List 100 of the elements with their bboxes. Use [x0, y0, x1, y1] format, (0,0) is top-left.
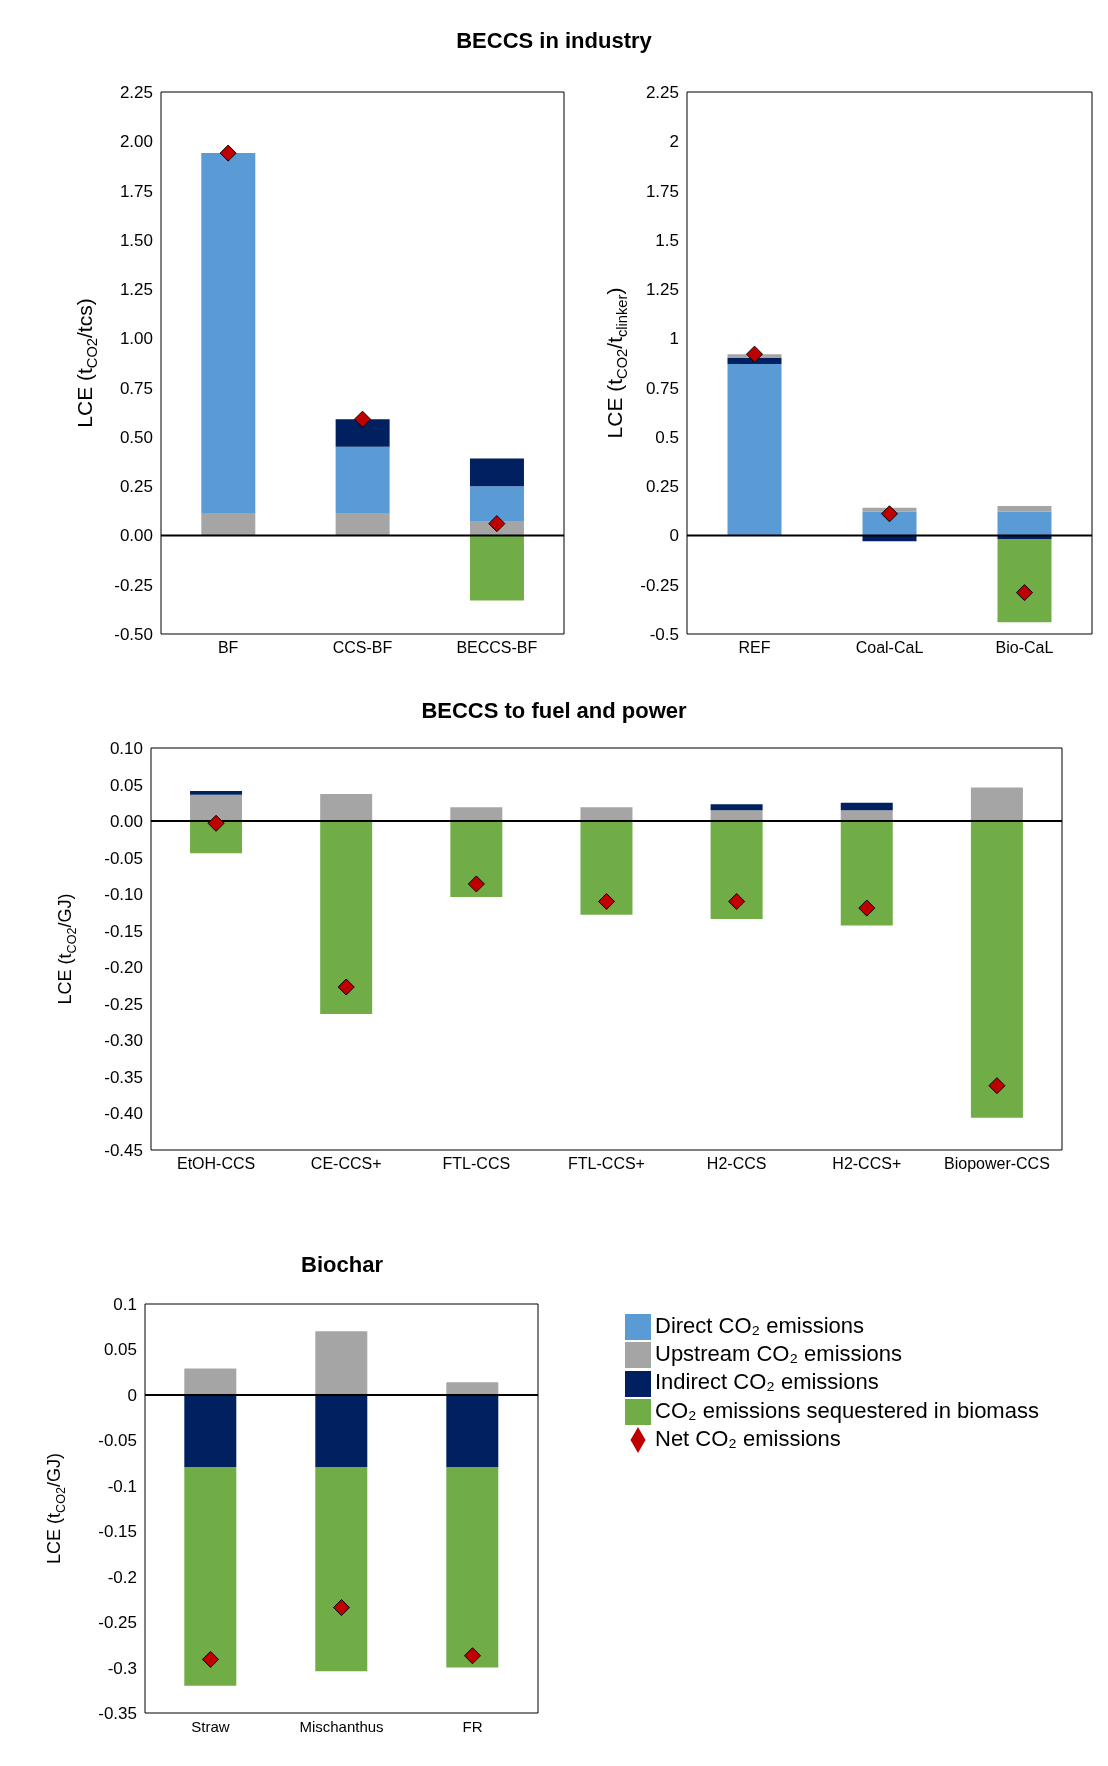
y-tick-label: -0.10 — [104, 885, 143, 905]
y-tick-label: -0.2 — [107, 1567, 137, 1587]
y-tick-label: -0.5 — [649, 625, 679, 645]
bar — [184, 1394, 237, 1468]
bar — [997, 539, 1052, 623]
y-tick-label: 0.25 — [645, 477, 679, 497]
bar — [201, 513, 256, 536]
x-tick-label: CCS-BF — [332, 639, 393, 657]
bar — [580, 807, 633, 822]
bar — [446, 1467, 499, 1668]
bar — [710, 810, 763, 822]
y-tick-label: -0.40 — [104, 1104, 143, 1124]
bar — [315, 1331, 368, 1395]
y-tick-label: 1.25 — [645, 280, 679, 300]
y-tick-label: 0.75 — [119, 378, 153, 398]
y-tick-label: -0.1 — [107, 1476, 137, 1496]
y-tick-label: -0.05 — [104, 848, 143, 868]
chart-title: BECCS to fuel and power — [420, 698, 688, 724]
legend-label: Direct CO₂ emissions — [655, 1313, 865, 1338]
point — [988, 1077, 1006, 1095]
bar — [320, 794, 373, 822]
y-tick-label: -0.50 — [114, 625, 153, 645]
y-tick-label: 1.75 — [645, 181, 679, 201]
y-tick-label: -0.15 — [98, 1522, 137, 1542]
point — [746, 345, 763, 363]
bar — [469, 486, 524, 522]
bar — [710, 821, 763, 920]
bar — [315, 1394, 368, 1468]
y-tick-label: 2.00 — [119, 132, 153, 152]
y-tick-label: 0.75 — [645, 378, 679, 398]
bar — [335, 446, 390, 514]
bar — [710, 804, 763, 811]
y-tick-label: 1.5 — [655, 230, 679, 250]
bar — [446, 1382, 499, 1395]
bar — [446, 1394, 499, 1468]
y-tick-label: -0.25 — [640, 575, 679, 595]
point — [598, 892, 615, 910]
y-tick-label: 0.50 — [119, 427, 153, 447]
x-tick-label: Biopower-CCS — [944, 1155, 1050, 1173]
x-tick-label: REF — [738, 639, 771, 657]
bar — [727, 363, 782, 536]
bar — [184, 1467, 237, 1686]
bar — [997, 511, 1052, 536]
x-tick-label: CE-CCS+ — [310, 1155, 382, 1173]
legend-label: CO₂ emissions sequestered in biomass — [655, 1397, 1039, 1423]
legend-label: Upstream CO₂ emissions — [655, 1341, 902, 1367]
x-tick-label: FTL-CCS+ — [568, 1155, 645, 1173]
bar — [469, 535, 524, 601]
y-tick-label: -0.05 — [98, 1431, 137, 1451]
y-tick-label: -0.30 — [104, 1031, 143, 1051]
y-tick-label: 0.00 — [119, 526, 153, 546]
point — [337, 978, 355, 996]
bar — [335, 513, 390, 536]
bar — [190, 791, 243, 795]
y-tick-label: 0 — [669, 526, 679, 546]
x-tick-label: Coal-CaL — [855, 639, 924, 657]
bar — [315, 1467, 368, 1672]
bar — [190, 794, 243, 822]
x-tick-label: EtOH-CCS — [176, 1155, 256, 1173]
y-tick-label: -0.20 — [104, 958, 143, 978]
point — [354, 410, 371, 428]
bar — [840, 821, 893, 926]
y-tick-label: 0.5 — [655, 427, 679, 447]
x-tick-label: FR — [462, 1717, 483, 1735]
y-tick-label: 1.25 — [119, 280, 153, 300]
y-tick-label: 0.05 — [103, 1340, 137, 1360]
y-tick-label: -0.45 — [104, 1141, 143, 1161]
y-tick-label: 0.00 — [109, 812, 143, 832]
y-tick-label: 1.75 — [119, 181, 153, 201]
legend-label: Net CO₂ emissions — [655, 1425, 841, 1451]
y-tick-label: 0.05 — [109, 775, 143, 795]
bar — [840, 802, 893, 811]
y-tick-label: 2 — [669, 132, 679, 152]
bar — [320, 821, 373, 1015]
y-tick-label: 0.25 — [119, 477, 153, 497]
x-tick-label: Mischanthus — [299, 1717, 384, 1735]
bar — [469, 458, 524, 487]
bar — [970, 787, 1023, 822]
x-tick-label: Straw — [191, 1717, 230, 1735]
chart-title: Biochar — [300, 1252, 384, 1278]
point — [728, 892, 746, 910]
y-tick-label: 0.1 — [113, 1295, 137, 1315]
y-tick-label: -0.25 — [98, 1613, 137, 1633]
chart-title: BECCS in industry — [455, 28, 653, 54]
bar — [580, 821, 633, 915]
y-tick-label: 1 — [669, 329, 679, 349]
bar — [450, 821, 503, 898]
point — [858, 899, 876, 917]
y-tick-label: -0.35 — [98, 1704, 137, 1724]
x-tick-label: BECCS-BF — [456, 639, 538, 657]
y-tick-label: 0 — [127, 1385, 137, 1405]
bar — [727, 358, 782, 364]
legend-label: Indirect CO₂ emissions — [655, 1369, 879, 1395]
x-tick-label: Bio-CaL — [995, 639, 1054, 657]
y-tick-label: -0.35 — [104, 1067, 143, 1087]
y-tick-label: -0.25 — [114, 575, 153, 595]
bar — [201, 153, 256, 514]
bar — [840, 810, 893, 822]
x-tick-label: BF — [217, 639, 239, 657]
point — [219, 144, 237, 162]
